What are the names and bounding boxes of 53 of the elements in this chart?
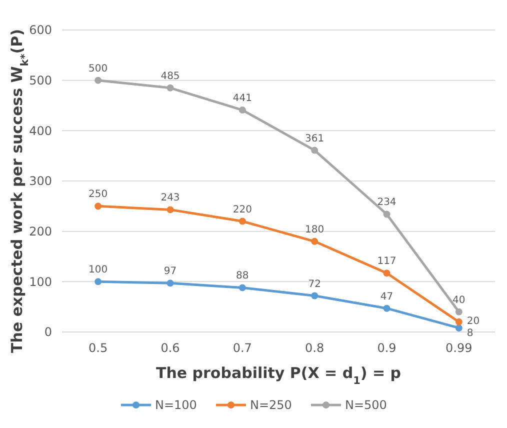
point — [455, 318, 462, 326]
data-label: 180 — [305, 224, 324, 236]
data-label: 500 — [88, 63, 108, 74]
point — [166, 280, 174, 287]
point — [94, 202, 102, 210]
data-label: 117 — [377, 256, 396, 268]
y-tick-label: 200 — [29, 224, 52, 239]
point — [311, 146, 318, 154]
y-tick-label: 300 — [29, 174, 52, 188]
legend-label: N=500 — [345, 398, 387, 412]
x-tick-label: 0.8 — [305, 341, 324, 355]
x-tick-label: 0.5 — [88, 341, 108, 355]
data-label: 100 — [88, 264, 108, 276]
point — [383, 210, 390, 218]
data-label: 97 — [164, 266, 177, 278]
data-label: 485 — [160, 70, 180, 82]
data-label: 234 — [377, 197, 396, 208]
point — [311, 292, 318, 300]
data-label: 72 — [308, 278, 321, 290]
point — [238, 106, 246, 114]
point — [94, 76, 102, 84]
point — [383, 304, 390, 312]
data-label: 441 — [232, 93, 252, 104]
data-label: 361 — [305, 133, 324, 144]
point — [94, 278, 102, 286]
data-label: 250 — [88, 189, 108, 200]
x-tick-label: 0.99 — [446, 341, 472, 355]
point — [455, 308, 462, 316]
legend-label: N=100 — [155, 398, 197, 412]
point — [383, 270, 390, 277]
point — [238, 218, 246, 225]
x-tick-label: 0.7 — [232, 341, 252, 355]
data-label: 20 — [466, 316, 480, 327]
data-label: 243 — [160, 192, 180, 204]
y-tick-label: 600 — [29, 23, 52, 38]
data-label: 47 — [380, 291, 394, 302]
x-axis-title: The probability P(X = d$_{1}$) = p — [156, 364, 402, 387]
point — [238, 284, 246, 292]
point — [455, 324, 462, 332]
data-label: 40 — [452, 294, 466, 306]
point — [166, 84, 174, 92]
x-tick-label: 0.6 — [160, 341, 180, 355]
data-label: 220 — [232, 204, 252, 216]
data-label: 88 — [236, 270, 249, 282]
y-tick-label: 400 — [29, 124, 52, 138]
legend-label: N=250 — [250, 398, 292, 412]
point — [166, 206, 174, 214]
x-tick-label: 0.9 — [377, 341, 396, 355]
point — [311, 238, 318, 245]
y-tick-label: 500 — [29, 74, 52, 88]
data-label: 8 — [466, 328, 474, 339]
y-tick-label: 0 — [44, 325, 52, 340]
y-tick-label: 100 — [29, 274, 52, 289]
